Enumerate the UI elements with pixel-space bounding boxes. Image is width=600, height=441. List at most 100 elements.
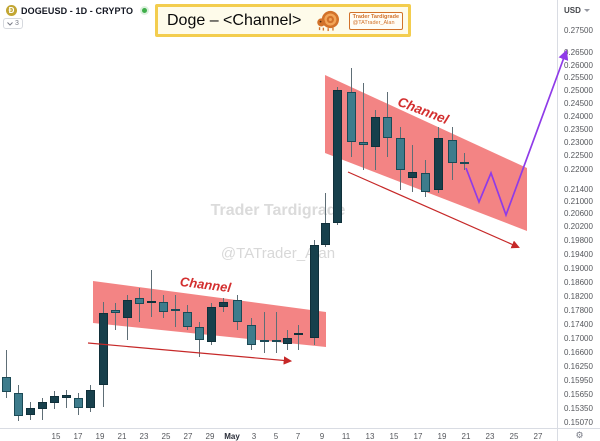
price-tick: 0.15650 [564,390,593,399]
time-tick: 15 [51,432,61,441]
candle-body [259,340,269,342]
candle-body [110,310,120,313]
time-axis[interactable]: 15 17 19 21 23 25 27 29 May 3 5 7 9 11 13 15 17 19 21 23 25 2… [0,428,557,441]
candle-body [49,396,59,403]
time-tick: 21 [117,432,127,441]
candle-wick [150,270,152,317]
time-tick: 17 [73,432,83,441]
candle-wick [275,312,277,353]
title-card[interactable]: Doge – <Channel> Trader Tardigrade @TATr… [155,4,411,37]
price-tick: 0.23000 [564,138,593,147]
price-tick: 0.17800 [564,306,593,315]
time-tick: 21 [461,432,471,441]
candle-body [61,395,71,398]
candle-body [332,90,342,223]
candle-wick [41,398,43,420]
candle-body [218,302,228,307]
candle-body [395,138,405,170]
candle-body [407,172,417,178]
price-tick: 0.15950 [564,376,593,385]
price-tick: 0.16250 [564,362,593,371]
candle-body [370,117,380,147]
currency-selector[interactable]: USD [564,6,590,15]
price-tick: 0.25000 [564,86,593,95]
price-tick: 0.21000 [564,197,593,206]
candle-wick [362,83,364,170]
dogecoin-icon: Ð [6,5,17,16]
candle-body [420,173,430,192]
candle-body [122,300,132,318]
time-tick: 19 [95,432,105,441]
candle-wick [297,325,299,350]
time-tick: 25 [509,432,519,441]
candle-body [309,245,319,338]
brand-chip: Trader Tardigrade @TATrader_Alan [348,11,403,30]
symbol-title[interactable]: DOGEUSD - 1D - CRYPTO [21,5,134,16]
time-tick: 5 [273,432,279,441]
candle-wick [138,288,140,322]
price-tick: 0.15070 [564,418,593,427]
time-tick: 27 [183,432,193,441]
time-tick: 11 [341,432,351,441]
candle-body [170,309,180,311]
price-tick: 0.19800 [564,236,593,245]
brand-name: Trader Tardigrade [352,13,399,20]
candle-body [232,300,242,322]
candle-body [320,223,330,245]
candle-body [13,393,23,416]
price-tick: 0.20200 [564,222,593,231]
price-tick: 0.18200 [564,292,593,301]
time-tick: 9 [319,432,325,441]
candle-wick [263,312,265,353]
watermark-brand: Trader Tardigrade [210,202,346,219]
time-tick: 13 [365,432,375,441]
candle-body [146,301,156,303]
candle-body [85,390,95,408]
candle-body [134,298,144,304]
price-tick: 0.25500 [564,73,593,82]
price-tick: 0.27500 [564,26,593,35]
candle-body [158,302,168,312]
symbol-header[interactable]: Ð DOGEUSD - 1D - CRYPTO [6,5,148,16]
indicator-collapse-chip[interactable]: 3 [3,18,23,29]
candle-wick [411,145,413,192]
candle-body [282,338,292,344]
price-tick: 0.26000 [564,61,593,70]
time-tick: 29 [205,432,215,441]
candle-wick [114,303,116,330]
candle-body [271,340,281,342]
candle-body [447,140,457,163]
price-axis[interactable]: USD 0.27500 0.26500 0.26000 0.25500 0.25000 0… [557,0,600,428]
tardigrade-logo-icon [316,10,339,32]
candle-body [246,325,256,345]
time-tick: 15 [389,432,399,441]
price-tick: 0.21400 [564,185,593,194]
price-tick: 0.15350 [564,404,593,413]
candle-body [433,138,443,190]
candle-wick [174,295,176,327]
time-tick: 17 [413,432,423,441]
candle-body [293,333,303,335]
chevron-down-icon [583,9,590,12]
price-tick: 0.24500 [564,99,593,108]
candle-body [1,377,11,392]
time-tick: 23 [139,432,149,441]
price-tick: 0.26500 [564,48,593,57]
price-tick: 0.22500 [564,151,593,160]
time-tick: May [224,432,240,441]
price-tick: 0.20600 [564,209,593,218]
axis-settings-corner[interactable]: ⚙ [557,428,600,441]
time-tick: 25 [161,432,171,441]
chart-canvas[interactable] [0,0,557,428]
chart-title-text: Doge – <Channel> [167,11,302,29]
gear-icon[interactable]: ⚙ [575,430,584,440]
candle-body [98,313,108,385]
candle-body [182,312,192,327]
price-tick: 0.16600 [564,348,593,357]
indicator-count: 3 [15,20,19,27]
price-tick: 0.19000 [564,264,593,273]
time-tick: 3 [251,432,257,441]
time-tick: 23 [485,432,495,441]
candle-wick [65,390,67,408]
